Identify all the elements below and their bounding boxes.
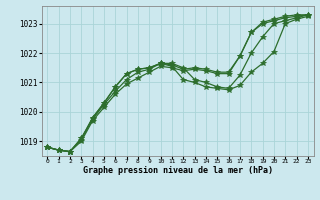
X-axis label: Graphe pression niveau de la mer (hPa): Graphe pression niveau de la mer (hPa) bbox=[83, 166, 273, 175]
